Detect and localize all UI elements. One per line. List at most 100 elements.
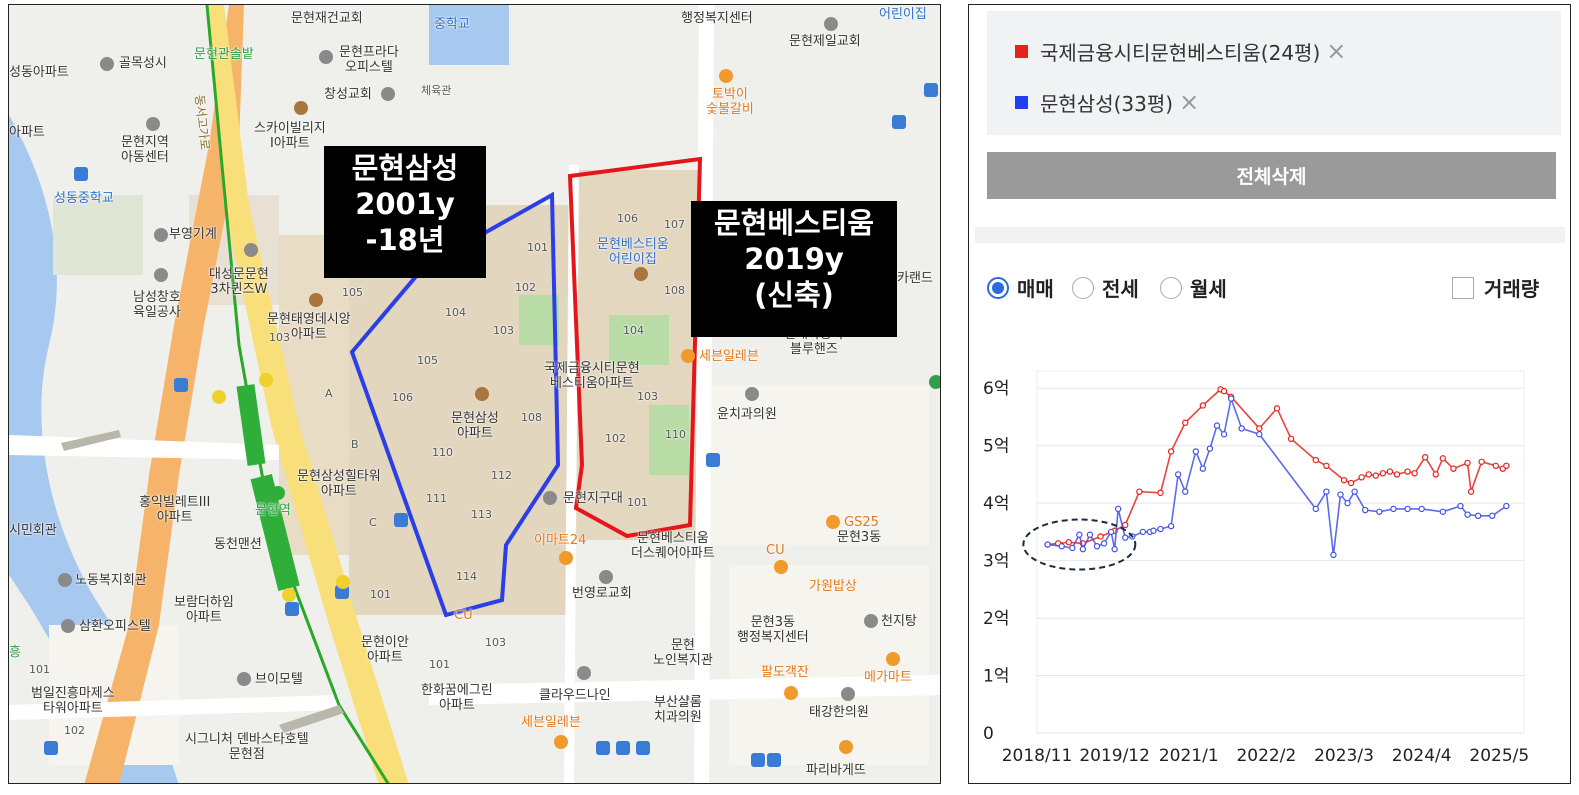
data-point — [1418, 505, 1425, 513]
church-icon[interactable] — [599, 570, 613, 584]
clinic-icon[interactable] — [745, 387, 759, 401]
mart-icon[interactable] — [886, 652, 900, 666]
subway-exit-icon[interactable] — [282, 588, 296, 602]
map-label: 성동아파트 — [9, 65, 69, 80]
data-point — [1100, 540, 1108, 547]
office-icon[interactable] — [61, 619, 75, 633]
map-label: 삼환오피스텔 — [79, 619, 151, 634]
radio[interactable] — [1160, 276, 1182, 299]
hall-icon[interactable] — [58, 573, 72, 587]
blue-square-icon — [1015, 95, 1028, 109]
building-number: 104 — [445, 306, 466, 319]
data-point — [1344, 499, 1351, 507]
map-label: 범일진흥마제스 타워아파트 — [31, 686, 115, 716]
map-label: 부영기계 — [169, 227, 217, 242]
convenience-store-icon[interactable] — [826, 515, 840, 529]
bakery-icon[interactable] — [839, 740, 853, 754]
data-point — [1256, 431, 1263, 438]
building-number: 108 — [664, 284, 685, 297]
convenience-store-icon[interactable] — [559, 551, 573, 565]
bus-stop-icon[interactable] — [892, 115, 906, 129]
apartment-icon[interactable] — [475, 387, 489, 401]
map-label: 문현 노인복지관 — [653, 638, 713, 668]
map-base — [9, 5, 940, 783]
restaurant-icon[interactable] — [784, 686, 798, 700]
bus-stop-icon[interactable] — [636, 741, 650, 755]
close-icon[interactable]: × — [1179, 88, 1200, 116]
church-icon[interactable] — [824, 17, 838, 31]
data-point — [1361, 506, 1369, 514]
radio[interactable] — [1072, 276, 1094, 299]
option-monthly[interactable]: 월세 — [1160, 273, 1227, 302]
clinic-icon[interactable] — [841, 687, 855, 701]
option-jeonse[interactable]: 전세 — [1072, 273, 1139, 302]
legend-item[interactable]: 국제금융시티문현베스티움(24평) × — [1015, 36, 1346, 66]
factory-icon[interactable] — [154, 228, 168, 242]
subway-line4-icon[interactable] — [259, 373, 273, 387]
checkbox[interactable] — [1452, 276, 1474, 299]
park-icon[interactable] — [929, 375, 940, 389]
map-label: 스카이빌리지 I아파트 — [254, 121, 326, 151]
convenience-store-icon[interactable] — [681, 349, 695, 363]
convenience-store-icon[interactable] — [554, 735, 568, 749]
data-point — [1150, 527, 1157, 534]
data-point — [1351, 488, 1358, 495]
building-icon[interactable] — [577, 666, 591, 680]
kindergarten-icon[interactable] — [634, 267, 648, 281]
building-number: A — [325, 387, 333, 400]
map-view[interactable]: 문현재건교회 중학교 행정복지센터 어린이집 문현제일교회 문현관솔밭 골목성시… — [8, 4, 941, 784]
red-square-icon — [1015, 44, 1028, 58]
delete-all-button[interactable]: 전체삭제 — [987, 152, 1556, 199]
option-volume[interactable]: 거래량 — [1452, 273, 1539, 302]
data-point — [1139, 528, 1147, 536]
bus-stop-icon[interactable] — [285, 602, 299, 616]
map-label: 성동중학교 — [54, 191, 114, 206]
map-label: 행정복지센터 — [681, 11, 753, 26]
school-icon[interactable] — [74, 167, 88, 181]
data-point — [1337, 491, 1344, 498]
building-number: 114 — [456, 570, 477, 583]
legend-item[interactable]: 문현삼성(33평) × — [1015, 87, 1199, 117]
legend-label: 국제금융시티문현베스티움(24평) — [1040, 40, 1321, 65]
building-icon[interactable] — [244, 243, 258, 257]
bus-stop-icon[interactable] — [616, 741, 630, 755]
close-icon[interactable]: × — [1326, 37, 1347, 65]
police-icon[interactable] — [543, 491, 557, 505]
subway-line2-icon[interactable] — [271, 486, 285, 500]
parking-icon[interactable] — [394, 513, 408, 527]
building-number: 105 — [342, 286, 363, 299]
bus-stop-icon[interactable] — [596, 741, 610, 755]
data-point — [1467, 488, 1475, 495]
bus-stop-icon[interactable] — [706, 453, 720, 467]
factory-icon[interactable] — [154, 268, 168, 282]
map-label: 문현3동 — [837, 530, 882, 545]
restaurant-icon[interactable] — [719, 69, 733, 83]
radio-selected[interactable] — [987, 276, 1009, 299]
subway-line3-icon[interactable] — [212, 390, 226, 404]
bus-stop-icon[interactable] — [767, 753, 781, 767]
parking-icon[interactable] — [174, 378, 188, 392]
building-number: 102 — [515, 281, 536, 294]
data-point — [1390, 505, 1397, 513]
map-label: 문현재건교회 — [291, 11, 363, 26]
building-icon[interactable] — [319, 50, 333, 64]
data-point — [1323, 462, 1330, 470]
church-icon[interactable] — [100, 57, 114, 71]
data-point — [1358, 474, 1365, 481]
bus-stop-icon[interactable] — [924, 83, 938, 97]
convenience-store-icon[interactable] — [774, 560, 788, 574]
option-sale[interactable]: 매매 — [987, 273, 1054, 302]
church-icon[interactable] — [381, 87, 395, 101]
data-point — [1478, 458, 1485, 465]
bus-stop-icon[interactable] — [44, 741, 58, 755]
apartment-icon[interactable] — [309, 293, 323, 307]
hotel-icon[interactable] — [237, 672, 251, 686]
bus-stop-icon[interactable] — [751, 753, 765, 767]
bath-icon[interactable] — [864, 614, 878, 628]
data-point — [1199, 402, 1207, 409]
map-label: 문현태영데시앙 아파트 — [267, 312, 351, 342]
data-point — [1182, 419, 1189, 426]
office-icon[interactable] — [146, 117, 160, 131]
apartment-icon[interactable] — [294, 101, 308, 115]
subway-line2-exit-icon[interactable] — [336, 575, 350, 589]
